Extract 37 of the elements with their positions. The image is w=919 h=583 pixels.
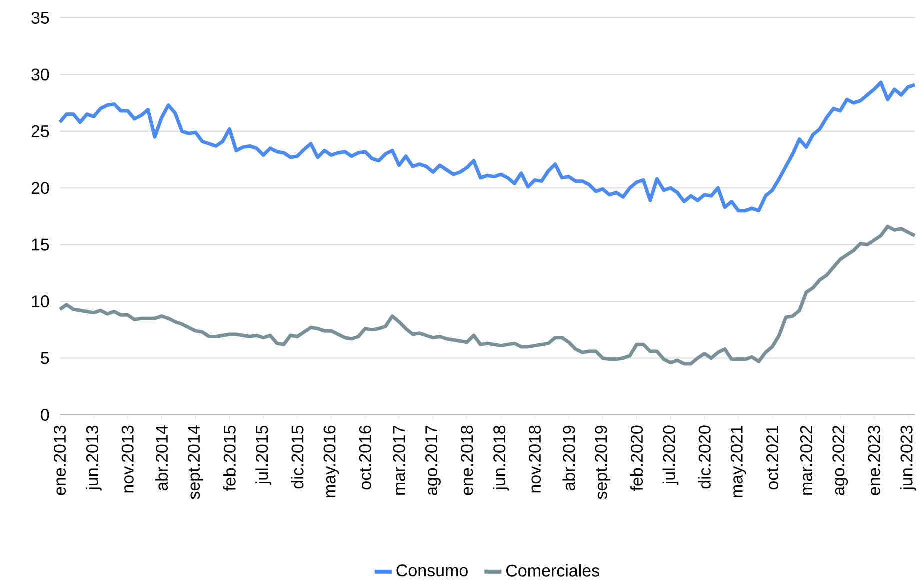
y-tick-label: 35: [32, 12, 50, 24]
x-tick-label: nov.2018: [528, 426, 542, 493]
x-tick-label: ene.2023: [868, 426, 880, 496]
x-tick-label: ene.2018: [461, 426, 474, 496]
y-tick-label: 15: [32, 238, 50, 251]
x-tick-label: mar.2017: [393, 426, 406, 495]
x-tick-label: ene.2013: [54, 426, 66, 496]
x-tick-label: feb.2015: [223, 426, 236, 492]
y-tick-label: 25: [32, 125, 50, 138]
x-tick-label: jul.2015: [256, 426, 272, 486]
line-series: [58, 80, 917, 213]
x-tick-label: sept.2019: [595, 426, 611, 500]
x-tick-label: oct.2021: [766, 426, 779, 490]
x-tick-label: sept.2014: [188, 426, 204, 500]
legend-label: Consumo: [396, 564, 468, 577]
y-tick-label: 20: [32, 182, 50, 194]
x-tick-label: oct.2016: [359, 426, 372, 490]
x-tick-label: mar.2022: [800, 426, 812, 495]
x-tick-label: nov.2013: [122, 426, 134, 493]
x-tick-label: jun.2023: [900, 426, 916, 491]
x-tick-label: abr.2019: [562, 426, 576, 491]
x-tick-label: ago.2022: [832, 426, 848, 496]
x-tick-label: ago.2017: [426, 426, 441, 496]
x-tick-label: feb.2020: [630, 426, 644, 492]
x-tick-label: may.2016: [324, 426, 340, 498]
y-tick-label: 0: [41, 408, 50, 422]
y-tick-label: 10: [32, 296, 50, 308]
legend-label: Comerciales: [506, 564, 600, 577]
x-tick-label: jun.2013: [86, 426, 102, 491]
x-tick-label: dic.2020: [698, 426, 711, 489]
y-tick-label: 30: [32, 68, 50, 81]
x-tick-label: abr.2014: [156, 426, 168, 491]
x-tick-label: dic.2015: [291, 426, 304, 489]
x-tick-label: jun.2018: [493, 426, 510, 491]
x-tick-label: may.2021: [730, 426, 746, 498]
y-tick-label: 5: [41, 352, 50, 364]
x-tick-label: jul.2020: [662, 426, 679, 486]
